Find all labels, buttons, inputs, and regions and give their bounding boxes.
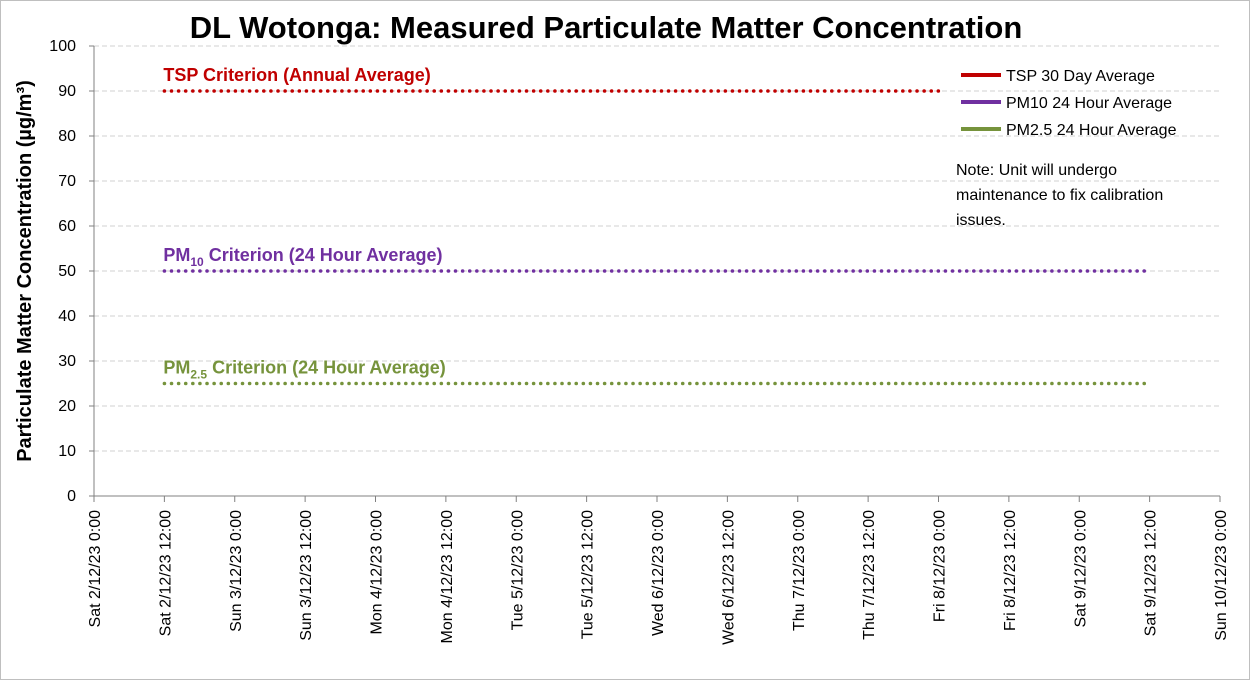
x-tick-label: Fri 8/12/23 12:00 xyxy=(1002,510,1019,631)
x-tick-label: Sat 9/12/23 12:00 xyxy=(1143,510,1160,636)
y-tick-label: 30 xyxy=(58,353,76,370)
y-axis-label: Particulate Matter Concentration (µg/m³) xyxy=(14,80,36,462)
x-tick-label: Sun 3/12/23 12:00 xyxy=(298,510,315,641)
criterion-label-subscript: 10 xyxy=(190,255,204,269)
x-tick-label: Sat 2/12/23 0:00 xyxy=(87,510,104,628)
x-tick-label: Sat 2/12/23 12:00 xyxy=(157,510,174,636)
criterion-label: PM10 Criterion (24 Hour Average) xyxy=(163,245,442,269)
y-tick-label: 10 xyxy=(58,443,76,460)
legend-label: PM2.5 24 Hour Average xyxy=(1006,122,1177,139)
criterion-label-main: TSP Criterion (Annual Average) xyxy=(163,65,430,85)
criterion-label: PM2.5 Criterion (24 Hour Average) xyxy=(163,358,445,382)
criterion-label-tail: Criterion (24 Hour Average) xyxy=(204,245,443,265)
y-tick-label: 100 xyxy=(49,38,76,55)
y-tick-label: 50 xyxy=(58,263,76,280)
axes xyxy=(93,46,1220,497)
x-tick-label: Tue 5/12/23 0:00 xyxy=(509,510,526,630)
x-tick-label: Tue 5/12/23 12:00 xyxy=(580,510,597,639)
y-tick-label: 60 xyxy=(58,218,76,235)
y-tick-label: 40 xyxy=(58,308,76,325)
y-tick-label: 20 xyxy=(58,398,76,415)
criterion-label-main: PM xyxy=(163,358,190,378)
criteria-lines: TSP Criterion (Annual Average)PM10 Crite… xyxy=(162,65,1152,386)
note-annotation: Note: Unit will undergo maintenance to fi… xyxy=(956,162,1163,229)
legend: TSP 30 Day Average PM10 24 Hour Average PM… xyxy=(961,68,1177,139)
y-tick-label: 70 xyxy=(58,173,76,190)
criterion-label-tail: Criterion (24 Hour Average) xyxy=(207,358,446,378)
gridlines xyxy=(94,45,1220,452)
x-tick-label: Sat 9/12/23 0:00 xyxy=(1072,510,1089,628)
x-tick-label: Mon 4/12/23 12:00 xyxy=(439,510,456,644)
x-tick-label: Wed 6/12/23 0:00 xyxy=(650,510,667,636)
legend-label: TSP 30 Day Average xyxy=(1006,68,1155,85)
x-tick-label: Thu 7/12/23 12:00 xyxy=(861,510,878,640)
x-axis-ticks: Sat 2/12/23 0:00 Sat 2/12/23 12:00 Sun 3/1… xyxy=(87,496,1230,645)
note-line: maintenance to fix calibration xyxy=(956,187,1163,204)
criterion-label-main: PM xyxy=(163,245,190,265)
y-tick-label: 0 xyxy=(67,488,76,505)
note-line: Note: Unit will undergo xyxy=(956,162,1117,179)
x-tick-label: Sun 10/12/23 0:00 xyxy=(1213,510,1230,641)
y-tick-label: 80 xyxy=(58,128,76,145)
x-tick-label: Sun 3/12/23 0:00 xyxy=(228,510,245,632)
y-tick-label: 90 xyxy=(58,83,76,100)
criterion-label: TSP Criterion (Annual Average) xyxy=(163,65,430,85)
note-line: issues. xyxy=(956,212,1006,229)
criterion-label-subscript: 2.5 xyxy=(190,368,207,382)
chart-title: DL Wotonga: Measured Particulate Matter … xyxy=(190,10,1023,45)
x-tick-label: Wed 6/12/23 12:00 xyxy=(720,510,737,645)
x-tick-label: Fri 8/12/23 0:00 xyxy=(932,510,949,622)
y-axis-ticks: 0 10 20 30 40 50 60 70 80 90 100 xyxy=(49,38,94,505)
legend-label: PM10 24 Hour Average xyxy=(1006,95,1172,112)
x-tick-label: Thu 7/12/23 0:00 xyxy=(791,510,808,631)
x-tick-label: Mon 4/12/23 0:00 xyxy=(369,510,386,635)
